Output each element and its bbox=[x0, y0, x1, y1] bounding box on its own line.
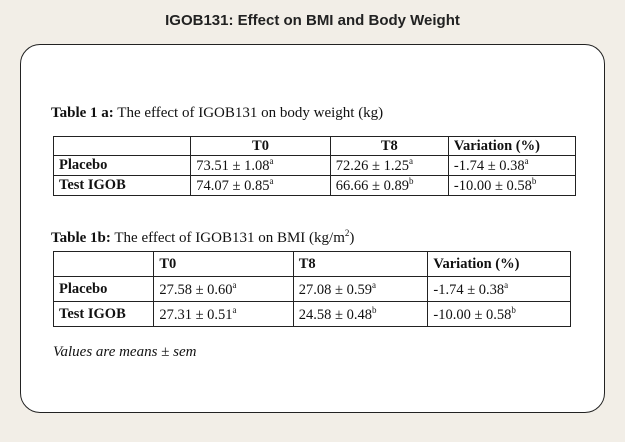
significance-letter: a bbox=[269, 156, 274, 166]
column-header: T0 bbox=[190, 136, 331, 156]
cell-value: 24.58 ± 0.48 bbox=[298, 306, 372, 323]
row-label: Placebo bbox=[52, 155, 192, 176]
table-cell: 27.08 ± 0.59a bbox=[292, 276, 429, 302]
bmi-table: T0 T8 Variation (%) Placebo 27.58 ± 0.60a 27.… bbox=[52, 251, 571, 327]
significance-letter: b bbox=[531, 175, 537, 186]
caption-sup: 2 bbox=[344, 228, 350, 238]
significance-letter: b bbox=[408, 175, 414, 186]
table-row: Placebo 73.51 ± 1.08a 72.26 ± 1.25a -1.74 ±… bbox=[52, 155, 577, 176]
caption-text: The effect of IGOB131 on body weight (kg… bbox=[113, 105, 384, 121]
significance-letter: a bbox=[232, 279, 237, 290]
column-header bbox=[52, 251, 155, 277]
significance-letter: a bbox=[524, 156, 529, 166]
cell-value: 27.58 ± 0.60 bbox=[159, 281, 233, 298]
significance-letter: a bbox=[269, 175, 274, 186]
cell-value: -1.74 ± 0.38 bbox=[453, 157, 525, 174]
significance-letter: a bbox=[371, 279, 376, 290]
column-header bbox=[52, 136, 192, 156]
column-header: Variation (%) bbox=[447, 136, 577, 156]
table-1b-caption: Table 1b: The effect of IGOB131 on BMI (… bbox=[51, 228, 354, 247]
cell-value: 74.07 ± 0.85 bbox=[196, 177, 270, 194]
cell-value: 72.26 ± 1.25 bbox=[335, 157, 409, 174]
cell-value: 66.66 ± 0.89 bbox=[335, 177, 409, 194]
table-row: Placebo 27.58 ± 0.60a 27.08 ± 0.59a -1.74 ±… bbox=[52, 276, 571, 302]
cell-value: 27.08 ± 0.59 bbox=[298, 281, 372, 298]
cell-value: 27.31 ± 0.51 bbox=[159, 306, 233, 323]
significance-letter: a bbox=[408, 156, 413, 166]
header-row: T0 T8 Variation (%) bbox=[52, 136, 577, 156]
table-cell: 72.26 ± 1.25a bbox=[329, 155, 449, 176]
significance-letter: a bbox=[504, 279, 509, 290]
cell-value: -1.74 ± 0.38 bbox=[433, 281, 505, 298]
table-1a-caption: Table 1 a: The effect of IGOB131 on body… bbox=[51, 105, 383, 122]
body-weight-table: T0 T8 Variation (%) Placebo 73.51 ± 1.08a 72.… bbox=[52, 136, 577, 196]
cell-value: -10.00 ± 0.58 bbox=[433, 306, 512, 323]
table-cell: 24.58 ± 0.48b bbox=[292, 301, 429, 327]
table-cell: 74.07 ± 0.85a bbox=[190, 174, 331, 196]
row-label: Test IGOB bbox=[52, 301, 155, 327]
page-title: IGOB131: Effect on BMI and Body Weight bbox=[165, 12, 460, 29]
column-header: T8 bbox=[292, 251, 429, 277]
column-header: T8 bbox=[329, 136, 449, 156]
caption-end: ) bbox=[349, 230, 355, 246]
column-header: Variation (%) bbox=[427, 251, 571, 277]
table-row: Test IGOB 27.31 ± 0.51a 24.58 ± 0.48b -10.0… bbox=[52, 301, 571, 327]
significance-letter: a bbox=[232, 304, 237, 315]
table-cell: 27.58 ± 0.60a bbox=[153, 276, 294, 302]
caption-label: Table 1 a: bbox=[51, 105, 114, 121]
row-label: Test IGOB bbox=[52, 174, 192, 196]
table-cell: -1.74 ± 0.38a bbox=[427, 276, 571, 302]
cell-value: -10.00 ± 0.58 bbox=[453, 177, 532, 194]
table-cell: -10.00 ± 0.58b bbox=[427, 301, 571, 327]
table-row: Test IGOB 74.07 ± 0.85a 66.66 ± 0.89b -10.0… bbox=[52, 174, 577, 196]
table-cell: 27.31 ± 0.51a bbox=[153, 301, 294, 327]
table-cell: -10.00 ± 0.58b bbox=[447, 174, 577, 196]
footnote: Values are means ± sem bbox=[53, 344, 197, 360]
table-cell: 66.66 ± 0.89b bbox=[329, 174, 449, 196]
table-cell: 73.51 ± 1.08a bbox=[190, 155, 331, 176]
significance-letter: b bbox=[511, 304, 516, 315]
cell-value: 73.51 ± 1.08 bbox=[196, 157, 270, 174]
column-header: T0 bbox=[153, 251, 294, 277]
significance-letter: b bbox=[371, 304, 377, 315]
caption-text: The effect of IGOB131 on BMI (kg/m bbox=[110, 230, 345, 246]
table-cell: -1.74 ± 0.38a bbox=[447, 155, 577, 176]
header-row: T0 T8 Variation (%) bbox=[52, 251, 571, 277]
caption-label: Table 1b: bbox=[51, 230, 111, 246]
content-card: Table 1 a: The effect of IGOB131 on body… bbox=[20, 44, 605, 413]
row-label: Placebo bbox=[52, 276, 155, 302]
